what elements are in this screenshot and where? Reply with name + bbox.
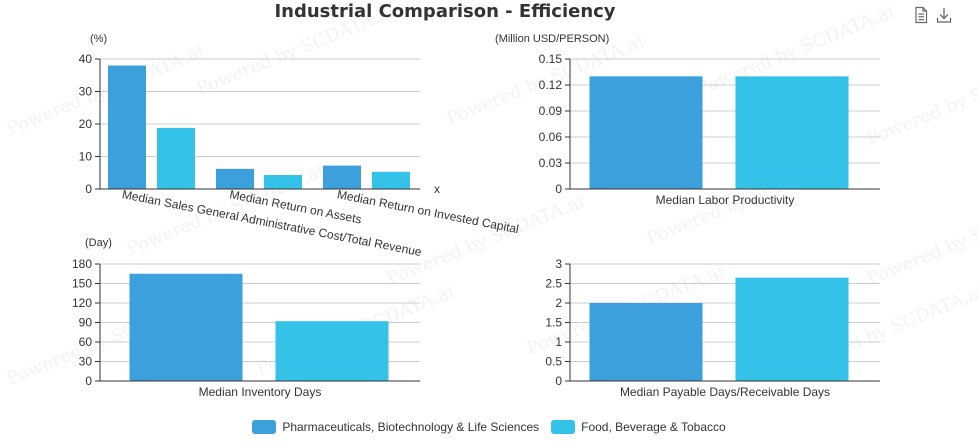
unit-label: (%) bbox=[90, 33, 107, 45]
download-icon[interactable] bbox=[935, 6, 953, 24]
x-category-label: Median Labor Productivity bbox=[656, 193, 795, 207]
y-tick-label: 0.15 bbox=[539, 52, 563, 66]
y-tick-label: 120 bbox=[72, 296, 92, 310]
bar bbox=[157, 127, 195, 189]
bar bbox=[323, 165, 361, 189]
legend-item-series-1[interactable]: Pharmaceuticals, Biotechnology & Life Sc… bbox=[252, 420, 539, 434]
bar bbox=[108, 65, 146, 189]
unit-label: (Day) bbox=[85, 237, 112, 249]
legend: Pharmaceuticals, Biotechnology & Life Sc… bbox=[0, 420, 978, 434]
chart-title: Industrial Comparison - Efficiency bbox=[274, 1, 616, 22]
y-tick-label: 150 bbox=[72, 277, 92, 291]
y-tick-label: 180 bbox=[72, 257, 92, 271]
bar bbox=[129, 273, 243, 381]
x-axis-title: x bbox=[434, 182, 440, 196]
y-tick-label: 0 bbox=[555, 374, 562, 388]
y-tick-label: 30 bbox=[79, 85, 93, 99]
bar bbox=[589, 76, 703, 189]
bar bbox=[216, 168, 254, 189]
x-category-label: Median Payable Days/Receivable Days bbox=[620, 385, 830, 399]
bar bbox=[735, 277, 849, 381]
legend-swatch bbox=[252, 420, 277, 434]
legend-label: Food, Beverage & Tobacco bbox=[581, 420, 726, 434]
y-tick-label: 40 bbox=[79, 52, 93, 66]
y-tick-label: 90 bbox=[79, 316, 93, 330]
y-tick-label: 0.12 bbox=[539, 78, 563, 92]
document-icon[interactable] bbox=[912, 6, 930, 24]
y-tick-label: 1.5 bbox=[545, 316, 562, 330]
y-tick-label: 0.06 bbox=[539, 130, 563, 144]
y-tick-label: 3 bbox=[555, 257, 562, 271]
y-tick-label: 20 bbox=[79, 117, 93, 131]
y-tick-label: 0 bbox=[85, 182, 92, 196]
unit-label: (Million USD/PERSON) bbox=[495, 33, 609, 45]
x-category-label: Median Return on Invested Capital bbox=[336, 187, 520, 236]
bar bbox=[589, 303, 703, 381]
y-tick-label: 0.03 bbox=[539, 156, 563, 170]
bar bbox=[264, 175, 302, 189]
y-tick-label: 2 bbox=[555, 296, 562, 310]
bar bbox=[735, 76, 849, 189]
y-tick-label: 0 bbox=[555, 182, 562, 196]
bar bbox=[275, 321, 389, 381]
y-tick-label: 10 bbox=[79, 150, 93, 164]
legend-label: Pharmaceuticals, Biotechnology & Life Sc… bbox=[282, 420, 540, 434]
legend-swatch bbox=[551, 420, 576, 434]
y-tick-label: 30 bbox=[79, 355, 93, 369]
x-category-label: Median Inventory Days bbox=[199, 385, 322, 399]
y-tick-label: 60 bbox=[79, 335, 93, 349]
y-tick-label: 2.5 bbox=[545, 277, 562, 291]
y-tick-label: 0.5 bbox=[545, 355, 562, 369]
y-tick-label: 0.09 bbox=[539, 104, 563, 118]
bar bbox=[372, 171, 410, 189]
y-tick-label: 0 bbox=[85, 374, 92, 388]
legend-item-series-2[interactable]: Food, Beverage & Tobacco bbox=[551, 420, 726, 434]
y-tick-label: 1 bbox=[555, 335, 562, 349]
